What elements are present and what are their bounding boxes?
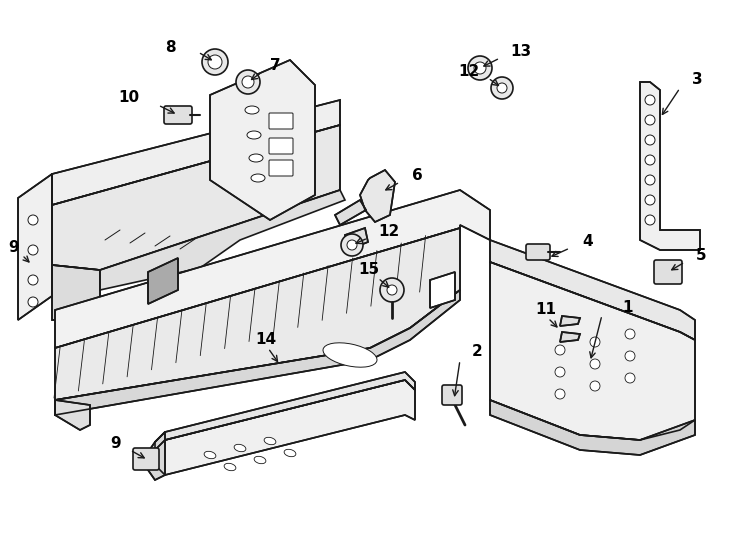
Text: 15: 15 — [358, 262, 379, 278]
Ellipse shape — [323, 343, 377, 367]
Text: 13: 13 — [510, 44, 531, 59]
Circle shape — [555, 367, 565, 377]
Circle shape — [590, 337, 600, 347]
Circle shape — [491, 77, 513, 99]
Text: 12: 12 — [378, 225, 399, 240]
Circle shape — [208, 55, 222, 69]
Polygon shape — [560, 332, 580, 342]
Circle shape — [497, 83, 507, 93]
Circle shape — [645, 195, 655, 205]
Ellipse shape — [254, 456, 266, 464]
Ellipse shape — [264, 437, 276, 445]
Ellipse shape — [245, 106, 259, 114]
Circle shape — [387, 285, 397, 295]
Circle shape — [590, 381, 600, 391]
Ellipse shape — [234, 444, 246, 451]
Ellipse shape — [251, 174, 265, 182]
Polygon shape — [55, 190, 490, 348]
Ellipse shape — [204, 451, 216, 458]
Circle shape — [625, 351, 635, 361]
Circle shape — [625, 373, 635, 383]
Polygon shape — [52, 100, 340, 205]
Text: 10: 10 — [118, 91, 139, 105]
Circle shape — [645, 95, 655, 105]
Polygon shape — [155, 372, 415, 450]
Text: 14: 14 — [255, 333, 276, 348]
Circle shape — [645, 215, 655, 225]
Circle shape — [341, 234, 363, 256]
Text: 2: 2 — [472, 345, 483, 360]
FancyBboxPatch shape — [269, 138, 293, 154]
Circle shape — [202, 49, 228, 75]
Text: 9: 9 — [8, 240, 18, 255]
Circle shape — [645, 115, 655, 125]
Circle shape — [474, 62, 486, 74]
Text: 4: 4 — [582, 234, 592, 249]
Circle shape — [347, 240, 357, 250]
Circle shape — [590, 359, 600, 369]
Polygon shape — [55, 228, 460, 400]
FancyBboxPatch shape — [269, 160, 293, 176]
Ellipse shape — [249, 154, 263, 162]
Circle shape — [28, 245, 38, 255]
Text: 12: 12 — [458, 64, 479, 79]
Text: 9: 9 — [110, 435, 120, 450]
Polygon shape — [148, 432, 165, 480]
Polygon shape — [490, 262, 695, 440]
Polygon shape — [52, 265, 100, 320]
Circle shape — [28, 215, 38, 225]
Polygon shape — [55, 400, 90, 430]
FancyBboxPatch shape — [442, 385, 462, 405]
Polygon shape — [640, 82, 700, 250]
Ellipse shape — [284, 449, 296, 457]
Text: 3: 3 — [692, 72, 702, 87]
FancyBboxPatch shape — [164, 106, 192, 124]
Circle shape — [645, 155, 655, 165]
FancyBboxPatch shape — [269, 113, 293, 129]
FancyBboxPatch shape — [526, 244, 550, 260]
Polygon shape — [345, 228, 368, 250]
Circle shape — [555, 389, 565, 399]
Polygon shape — [18, 174, 52, 320]
Circle shape — [242, 76, 254, 88]
Text: 11: 11 — [535, 302, 556, 318]
Polygon shape — [148, 258, 178, 304]
Text: 5: 5 — [696, 247, 707, 262]
Polygon shape — [560, 316, 580, 326]
Text: 7: 7 — [270, 57, 280, 72]
FancyBboxPatch shape — [654, 260, 682, 284]
Ellipse shape — [224, 463, 236, 471]
Circle shape — [380, 278, 404, 302]
Polygon shape — [52, 125, 340, 270]
FancyBboxPatch shape — [133, 448, 159, 470]
Circle shape — [468, 56, 492, 80]
Circle shape — [28, 297, 38, 307]
Polygon shape — [490, 400, 695, 455]
Polygon shape — [210, 60, 315, 220]
Polygon shape — [430, 272, 455, 308]
Text: 6: 6 — [412, 167, 423, 183]
Circle shape — [28, 275, 38, 285]
Circle shape — [555, 345, 565, 355]
Polygon shape — [490, 240, 695, 340]
Text: 1: 1 — [622, 300, 633, 315]
Text: 8: 8 — [165, 40, 175, 56]
Circle shape — [236, 70, 260, 94]
Polygon shape — [155, 380, 415, 475]
Polygon shape — [55, 290, 460, 415]
Polygon shape — [335, 200, 366, 225]
Polygon shape — [360, 170, 395, 222]
Circle shape — [645, 135, 655, 145]
Circle shape — [625, 329, 635, 339]
Polygon shape — [100, 190, 345, 290]
Ellipse shape — [247, 131, 261, 139]
Circle shape — [645, 175, 655, 185]
